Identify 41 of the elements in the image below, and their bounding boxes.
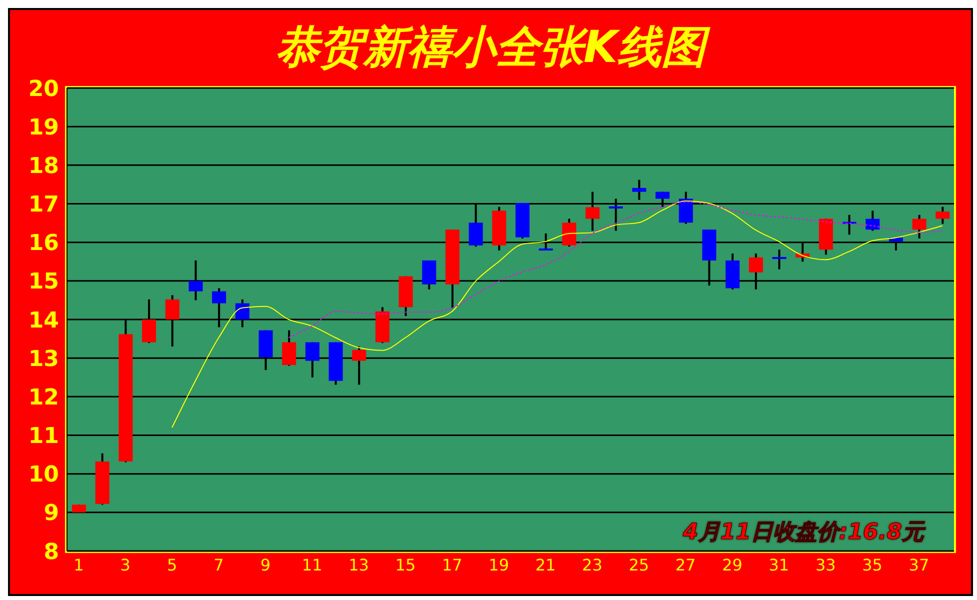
x-tick-label: 35 xyxy=(862,555,882,574)
line-series xyxy=(172,200,943,428)
candlestick xyxy=(632,178,646,201)
y-tick-label: 9 xyxy=(44,501,59,526)
x-tick-label: 11 xyxy=(302,555,322,574)
y-tick-label: 10 xyxy=(28,462,59,488)
line-series xyxy=(288,201,943,338)
x-tick-label: 21 xyxy=(535,555,556,574)
x-tick-label: 17 xyxy=(442,555,462,574)
x-tick-label: 37 xyxy=(908,555,930,574)
x-tick-label: 15 xyxy=(395,555,416,574)
x-tick-label: 9 xyxy=(260,555,270,574)
candlestick xyxy=(866,210,880,232)
x-tick-label: 5 xyxy=(166,555,178,574)
x-tick-label: 13 xyxy=(348,555,369,574)
y-tick-label: 12 xyxy=(28,385,59,410)
y-tick-label: 17 xyxy=(28,192,59,218)
x-tick-label: 25 xyxy=(628,555,650,574)
x-tick-label: 33 xyxy=(815,555,836,574)
x-tick-label: 7 xyxy=(214,555,224,574)
candlestick xyxy=(912,214,926,240)
x-tick-label: 29 xyxy=(722,555,742,574)
candlestick xyxy=(936,206,950,225)
x-tick-label: 19 xyxy=(488,555,510,574)
y-tick-label: 14 xyxy=(28,308,59,334)
y-tick-label: 20 xyxy=(28,76,59,102)
y-tick-label: 11 xyxy=(28,424,59,450)
x-tick-label: 23 xyxy=(582,555,602,574)
y-tick-label: 18 xyxy=(28,154,59,179)
chart-title: 恭贺新禧小全张K线图 xyxy=(274,21,712,75)
y-tick-label: 8 xyxy=(44,540,59,565)
y-tick-label: 15 xyxy=(28,270,59,295)
x-tick-label: 1 xyxy=(74,555,84,574)
candlestick xyxy=(772,248,786,270)
x-tick-label: 3 xyxy=(120,555,130,574)
x-tick-label: 27 xyxy=(675,555,696,574)
x-tick-label: 31 xyxy=(768,555,790,574)
y-tick-label: 13 xyxy=(28,346,59,372)
y-tick-label: 16 xyxy=(28,231,59,256)
y-tick-label: 19 xyxy=(28,115,59,140)
annotation: 4月11日收盘价:16.8元 xyxy=(682,519,924,547)
